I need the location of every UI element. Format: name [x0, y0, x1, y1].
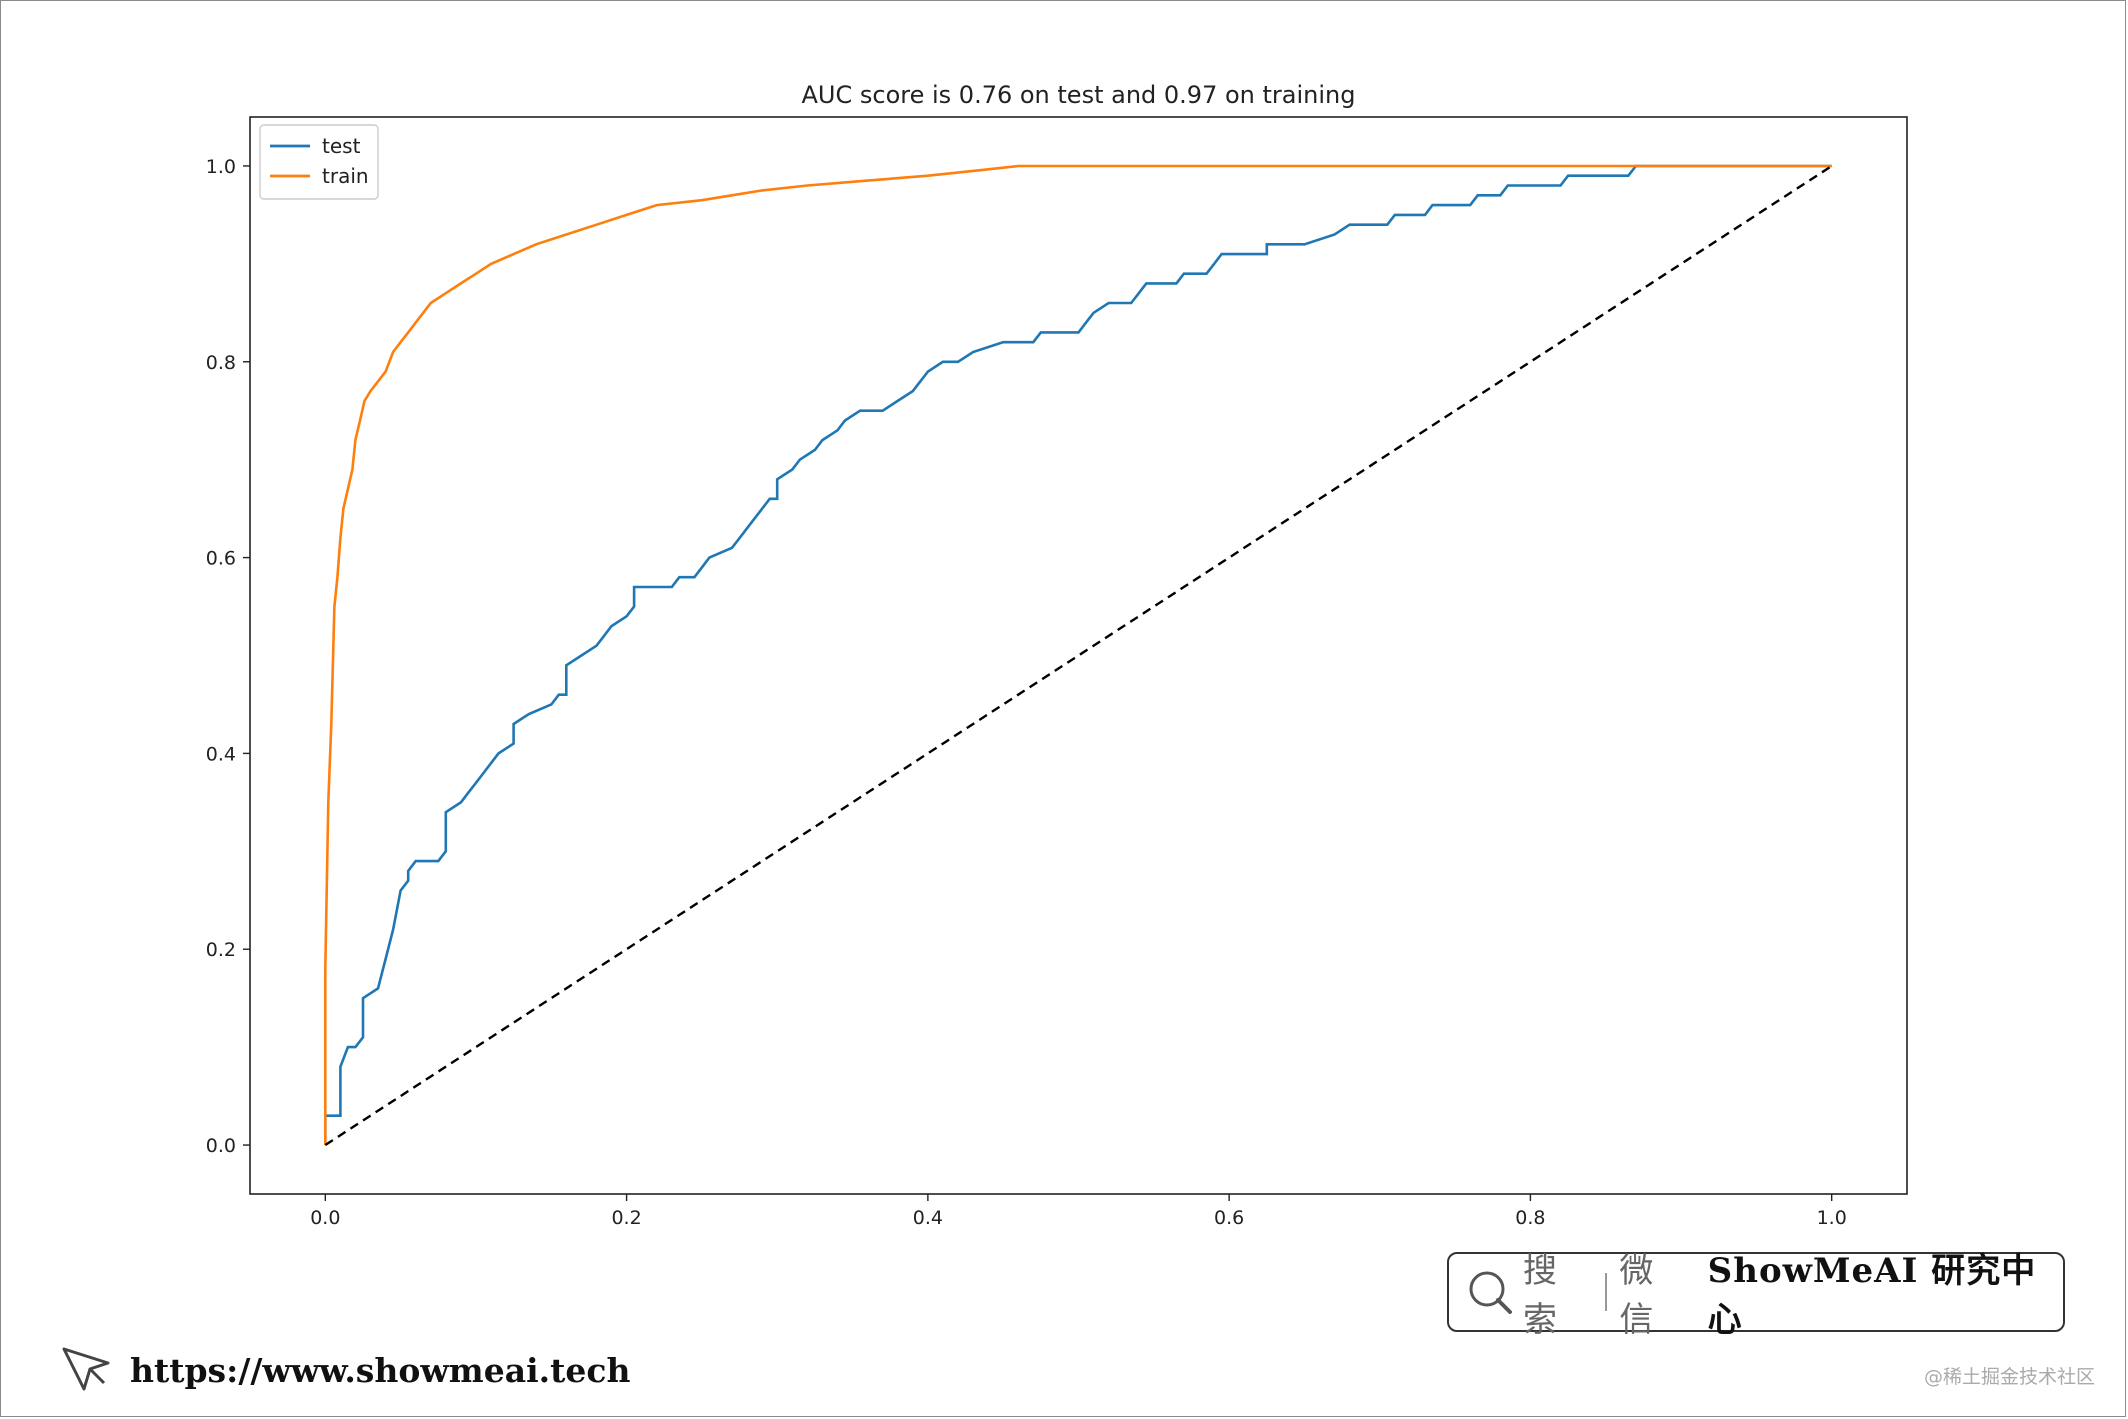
series-line-test [324, 164, 1832, 1145]
y-tick-label: 0.6 [206, 548, 236, 570]
x-tick-label: 0.0 [310, 1207, 340, 1229]
search-icon [1467, 1269, 1513, 1315]
axis-ticks: 0.0 0.2 0.4 0.6 0.8 1.0 0.0 0.2 0.4 0.6 0.8 1.0 [206, 156, 1847, 1229]
y-tick-label: 0.0 [206, 1135, 236, 1157]
y-tick-label: 1.0 [206, 156, 236, 178]
legend-box [259, 124, 379, 200]
legend-label-test: test [322, 134, 361, 158]
chart-title: AUC score is 0.76 on test and 0.97 on tr… [802, 81, 1356, 109]
chance-diagonal-line [324, 164, 1833, 1147]
search-divider [1605, 1273, 1608, 1311]
x-tick-label: 0.8 [1515, 1207, 1545, 1229]
x-tick-label: 0.4 [913, 1207, 943, 1229]
search-label: 搜索 [1523, 1251, 1559, 1340]
plot-frame [249, 116, 1908, 1195]
x-tick-label: 0.6 [1214, 1207, 1244, 1229]
y-tick-label: 0.2 [206, 939, 236, 961]
wechat-label: 微信 [1619, 1251, 1656, 1340]
legend-label-train: train [322, 164, 369, 188]
series-line-train [324, 164, 1832, 1145]
x-tick-label: 1.0 [1817, 1207, 1847, 1229]
footer-link[interactable]: https://www.showmeai.tech [60, 1343, 630, 1397]
watermark: @稀土掘金技术社区 [1923, 1366, 2095, 1388]
y-tick-label: 0.8 [206, 352, 236, 374]
plot-area [249, 116, 1908, 1195]
legend: test train [259, 124, 379, 200]
site-url[interactable]: https://www.showmeai.tech [130, 1350, 631, 1390]
y-tick-label: 0.4 [206, 743, 236, 765]
brand-name: ShowMeAI 研究中心 [1707, 1251, 2037, 1340]
search-banner: 搜索 微信 ShowMeAI 研究中心 [1447, 1251, 2065, 1340]
cursor-icon [60, 1343, 114, 1397]
x-tick-label: 0.2 [611, 1207, 641, 1229]
